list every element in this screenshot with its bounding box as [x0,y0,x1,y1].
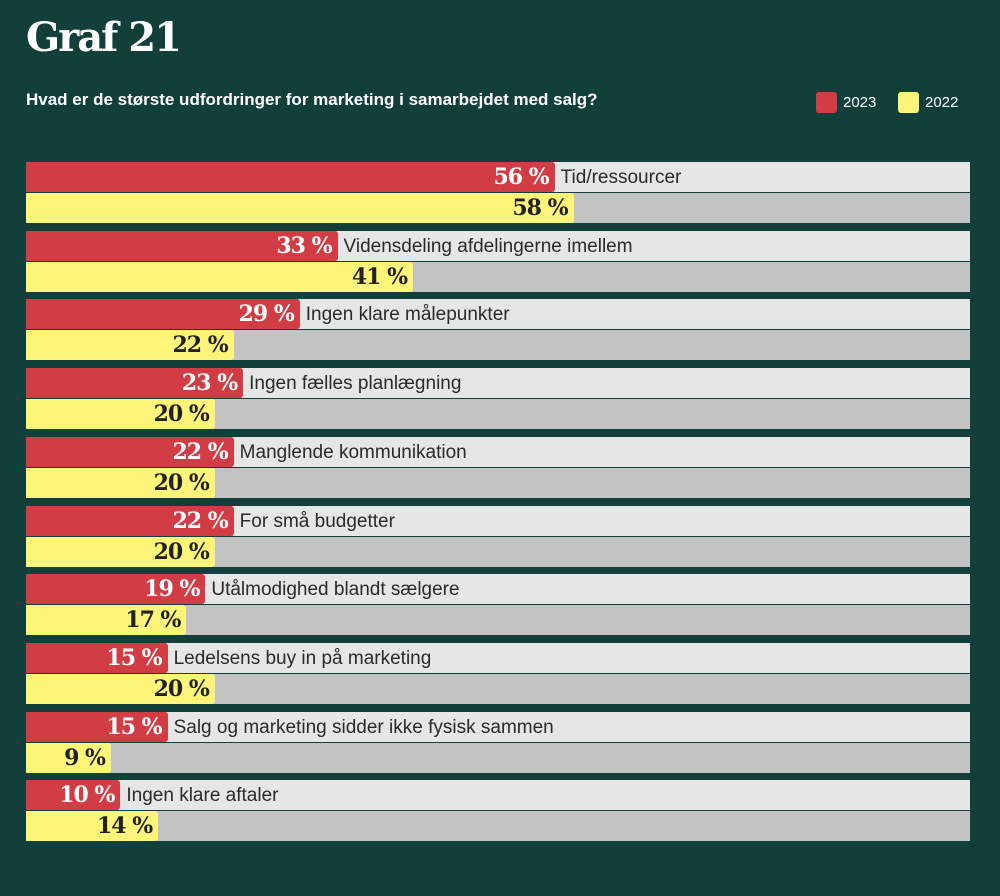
bar-2023 [26,780,121,811]
category-label: For små budgetter [239,510,395,532]
bar-2022 [26,261,414,292]
bar-2023 [26,642,168,673]
category-label: Manglende kommunikation [239,441,467,463]
bar-2023 [26,299,300,330]
category-label: Vidensdeling afdelingerne imellem [343,235,633,257]
bar-2022 [26,673,215,704]
bar-2023 [26,230,338,261]
data-label-2022: 20 % [153,401,210,428]
data-label-2022: 9 % [64,744,106,771]
category-label: Tid/ressourcer [560,167,682,188]
bar-track [26,780,970,811]
bar-2023 [26,574,206,605]
bar-2022 [26,605,187,636]
data-label-2023: 29 % [238,301,295,328]
legend-swatch-2023 [816,92,837,113]
data-label-2022: 14 % [96,813,153,840]
bar-2022 [26,742,111,773]
bar-2022 [26,399,215,430]
bar-track [26,742,970,773]
bar-2022 [26,536,215,567]
data-label-2023: 15 % [106,713,162,740]
legend-item-2022: 2022 [898,92,958,113]
bar-2023 [26,711,168,742]
legend-swatch-2022 [898,92,919,113]
bar-track [26,811,970,842]
category-label: Salg og marketing sidder ikke fysisk sam… [173,716,554,738]
bar-track [26,642,970,673]
category-label: Ingen klare aftaler [126,785,279,807]
category-label: Ingen klare målepunkter [305,304,510,326]
data-label-2023: 22 % [172,507,228,534]
data-label-2023: 19 % [144,576,200,603]
bar-2022 [26,811,159,842]
bar-2023 [26,162,555,192]
category-label: Ingen fælles planlægning [249,373,462,395]
chart-subtitle: Hvad er de største udfordringer for mark… [26,90,598,109]
legend-item-2023: 2023 [816,92,876,113]
bar-2022 [26,330,234,361]
bar-2023 [26,505,234,536]
data-label-2023: 33 % [276,232,332,259]
data-label-2023: 22 % [172,438,228,465]
data-label-2022: 58 % [512,195,568,221]
category-label: Utålmodighed blandt sælgere [211,579,460,601]
bar-2022 [26,467,215,498]
category-label: Ledelsens buy in på marketing [173,647,432,669]
data-label-2023: 15 % [106,644,162,671]
data-label-2022: 41 % [351,263,408,290]
data-label-2023: 56 % [493,164,549,190]
bar-track [26,711,970,742]
data-label-2023: 23 % [181,370,238,397]
bar-2022 [26,193,574,223]
bar-2023 [26,368,244,399]
data-label-2022: 20 % [153,538,210,565]
data-label-2022: 20 % [153,675,210,702]
data-label-2022: 17 % [125,607,181,634]
data-label-2023: 10 % [59,782,115,809]
bar-2023 [26,436,234,467]
legend-label-2022: 2022 [925,94,959,111]
legend-label-2023: 2023 [843,94,877,111]
data-label-2022: 22 % [172,332,228,359]
chart-title: Graf 21 [26,14,182,61]
data-label-2022: 20 % [153,469,210,496]
